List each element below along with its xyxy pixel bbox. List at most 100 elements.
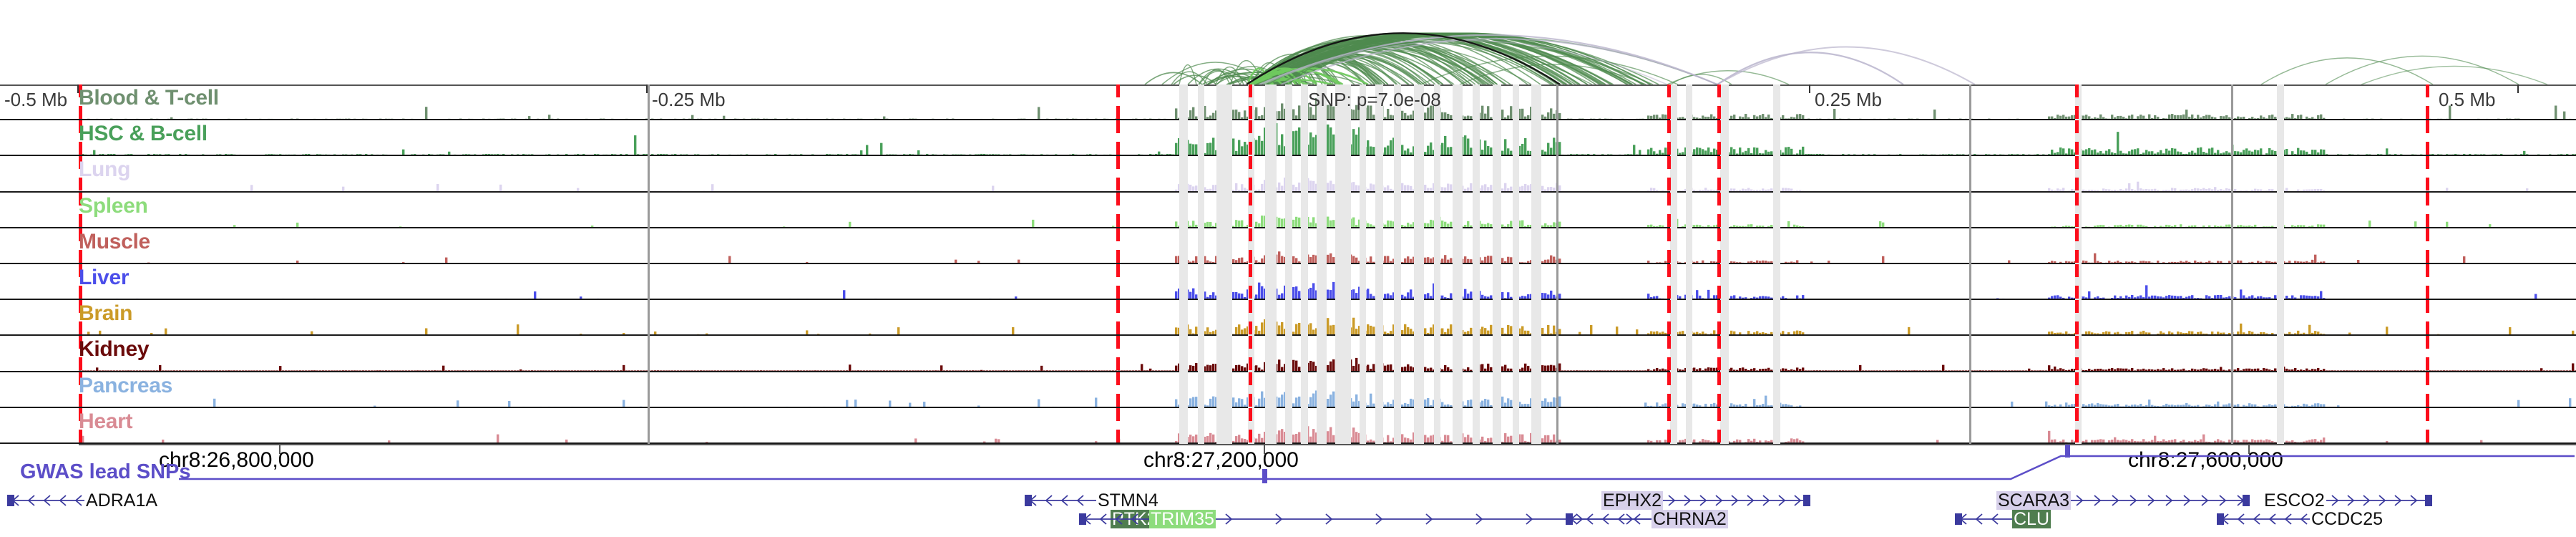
credible-set-highlight-band bbox=[1686, 300, 1692, 337]
gwas-snp-marker-line bbox=[1116, 228, 1120, 264]
gene-esco2[interactable]: ESCO2 bbox=[2263, 491, 2432, 510]
credible-set-highlight-band bbox=[1773, 156, 1780, 193]
gene-trim35[interactable]: TRIM35 bbox=[1079, 510, 1216, 528]
credible-set-highlight-band bbox=[1434, 407, 1440, 444]
gene-ephx2[interactable]: EPHX2 bbox=[1601, 491, 1810, 510]
credible-set-highlight-band bbox=[1493, 407, 1501, 444]
grey-marker-line bbox=[1969, 84, 1971, 121]
gene-body bbox=[2217, 513, 2310, 525]
grey-marker-line bbox=[1556, 156, 1558, 193]
credible-set-highlight-band bbox=[1335, 84, 1351, 121]
track-label-liver: Liver bbox=[79, 265, 130, 289]
credible-set-highlight-band bbox=[1198, 372, 1204, 408]
credible-set-highlight-band bbox=[1773, 300, 1780, 337]
credible-set-highlight-band bbox=[1513, 192, 1519, 228]
credible-set-highlight-band bbox=[1686, 120, 1692, 157]
credible-set-highlight-band bbox=[1670, 120, 1677, 157]
grey-marker-line bbox=[2231, 407, 2233, 444]
credible-set-highlight-band bbox=[1453, 407, 1463, 444]
credible-set-highlight-band bbox=[1473, 407, 1480, 444]
signal-track-liver: Liver bbox=[0, 263, 2576, 301]
gene-chrna2[interactable]: CHRNA2 bbox=[1566, 510, 1728, 528]
grey-marker-line bbox=[1556, 84, 1558, 121]
credible-set-highlight-band bbox=[1670, 192, 1677, 228]
signal-track-brain: Brain bbox=[0, 300, 2576, 337]
credible-set-highlight-band bbox=[1720, 407, 1729, 444]
credible-set-highlight-band bbox=[1179, 407, 1188, 444]
gwas-lead-snps-label: GWAS lead SNPs bbox=[20, 460, 191, 483]
gwas-snp-marker-line bbox=[2426, 372, 2429, 408]
credible-set-highlight-band bbox=[1360, 228, 1366, 264]
credible-set-highlight-band bbox=[2277, 120, 2284, 157]
gene-body bbox=[7, 495, 84, 506]
credible-set-highlight-band bbox=[1493, 263, 1501, 301]
gene-adra1a[interactable]: ADRA1A bbox=[7, 491, 159, 510]
credible-set-highlight-band bbox=[1670, 407, 1677, 444]
credible-set-highlight-band bbox=[1301, 120, 1308, 157]
credible-set-highlight-band bbox=[1453, 192, 1463, 228]
credible-set-highlight-band bbox=[1394, 84, 1401, 121]
gwas-snp-marker-line bbox=[1116, 300, 1120, 337]
credible-set-highlight-band bbox=[1513, 336, 1519, 372]
track-label-hsc_b_cell: HSC & B-cell bbox=[79, 122, 208, 146]
credible-set-highlight-band bbox=[1317, 407, 1327, 444]
gwas-snp-marker-line bbox=[1249, 120, 1252, 157]
gwas-snp-marker-line bbox=[2426, 263, 2429, 301]
gene-label: CHRNA2 bbox=[1652, 509, 1728, 529]
gwas-snp-marker-line bbox=[1667, 263, 1671, 301]
gene-ccdc25[interactable]: CCDC25 bbox=[2217, 510, 2384, 528]
credible-set-highlight-band bbox=[1720, 300, 1729, 337]
credible-set-highlight-band bbox=[1198, 192, 1204, 228]
gene-body bbox=[2071, 495, 2250, 506]
gene-label: ADRA1A bbox=[86, 490, 158, 511]
credible-set-highlight-band bbox=[1198, 336, 1204, 372]
credible-set-highlight-band bbox=[1301, 372, 1308, 408]
credible-set-highlight-band bbox=[1513, 372, 1519, 408]
credible-set-highlight-band bbox=[1265, 84, 1277, 121]
credible-set-highlight-band bbox=[1686, 156, 1692, 193]
grey-marker-line bbox=[2231, 192, 2233, 228]
credible-set-highlight-band bbox=[1285, 372, 1292, 408]
credible-set-highlight-band bbox=[1198, 84, 1204, 121]
grey-marker-line bbox=[1969, 263, 1971, 301]
credible-set-highlight-band bbox=[1179, 372, 1188, 408]
gene-label: STMN4 bbox=[1098, 490, 1158, 511]
gwas-snp-marker-line bbox=[2075, 156, 2079, 193]
credible-set-highlight-band bbox=[1179, 228, 1188, 264]
credible-set-highlight-band bbox=[1513, 407, 1519, 444]
coordinate-tick bbox=[2248, 444, 2250, 454]
gene-scara3[interactable]: SCARA3 bbox=[1996, 491, 2250, 510]
grey-marker-line bbox=[2231, 156, 2233, 193]
grey-marker-line bbox=[1969, 156, 1971, 193]
credible-set-highlight-band bbox=[1265, 120, 1277, 157]
credible-set-highlight-band bbox=[1773, 228, 1780, 264]
signal-track-lung: Lung bbox=[0, 156, 2576, 193]
credible-set-highlight-band bbox=[1773, 336, 1780, 372]
grey-marker-line bbox=[2231, 228, 2233, 264]
credible-set-highlight-band bbox=[1317, 263, 1327, 301]
credible-set-highlight-band bbox=[1453, 156, 1463, 193]
gwas-snp-marker-line bbox=[2075, 263, 2079, 301]
credible-set-highlight-band bbox=[1360, 84, 1366, 121]
arc-plot bbox=[1144, 32, 2548, 84]
gwas-snp-marker-line bbox=[1667, 300, 1671, 337]
grey-marker-line bbox=[648, 192, 650, 228]
signal-track-pancreas: Pancreas bbox=[0, 372, 2576, 408]
credible-set-highlight-band bbox=[1513, 84, 1519, 121]
gene-stmn4[interactable]: STMN4 bbox=[1025, 491, 1160, 510]
credible-set-highlight-band bbox=[1265, 156, 1277, 193]
credible-set-highlight-band bbox=[1360, 120, 1366, 157]
gwas-snp-marker-line bbox=[1717, 336, 1721, 372]
credible-set-highlight-band bbox=[1473, 228, 1480, 264]
credible-set-highlight-band bbox=[1317, 336, 1327, 372]
credible-set-highlight-band bbox=[1301, 228, 1308, 264]
credible-set-highlight-band bbox=[1531, 192, 1541, 228]
credible-set-highlight-band bbox=[1198, 263, 1204, 301]
credible-set-highlight-band bbox=[1773, 372, 1780, 408]
gene-clu[interactable]: CLU bbox=[1955, 510, 2051, 528]
credible-set-highlight-band bbox=[1394, 263, 1401, 301]
gwas-snp-marker-line bbox=[2075, 372, 2079, 408]
credible-set-highlight-band bbox=[1434, 192, 1440, 228]
credible-set-highlight-band bbox=[1285, 228, 1292, 264]
credible-set-highlight-band bbox=[1301, 192, 1308, 228]
